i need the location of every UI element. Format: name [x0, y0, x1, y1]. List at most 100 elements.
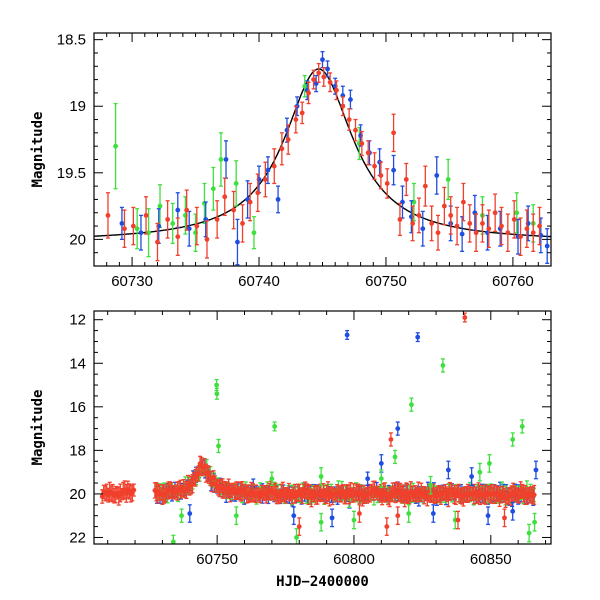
- green-outlier-point: [179, 508, 184, 523]
- red-data-point: [403, 162, 409, 197]
- red-data-point: [240, 204, 245, 243]
- red-data-point: [105, 192, 111, 239]
- red-data-point: [422, 165, 428, 207]
- red-outlier-point: [395, 506, 401, 526]
- x-axis-label: HJD−2400000: [276, 574, 369, 590]
- red-data-point: [155, 222, 160, 262]
- blue-data-point: [138, 214, 144, 251]
- green-outlier-point: [392, 449, 398, 465]
- green-outlier-point: [272, 421, 278, 432]
- green-data-point: [251, 216, 257, 250]
- red-data-point: [184, 189, 190, 231]
- blue-outlier-point: [187, 504, 193, 523]
- green-data-point: [302, 74, 308, 98]
- x-tick-label: 60730: [111, 273, 153, 290]
- green-outlier-point: [428, 475, 433, 495]
- red-data-point: [340, 96, 346, 117]
- red-data-point: [454, 206, 460, 246]
- red-data-point: [299, 101, 305, 125]
- red-data-point: [123, 483, 129, 503]
- blue-outlier-point: [469, 467, 475, 486]
- red-data-point: [524, 209, 530, 249]
- red-data-point: [327, 72, 333, 93]
- blue-data-point: [459, 216, 465, 253]
- red-data-point: [279, 132, 285, 166]
- red-data-point: [467, 204, 473, 243]
- red-data-point: [214, 200, 220, 239]
- green-outlier-point: [510, 432, 516, 447]
- x-tick-label: 60800: [333, 551, 375, 568]
- plot-area: [99, 312, 539, 544]
- green-data-point: [113, 102, 118, 190]
- blue-data-point: [320, 50, 325, 69]
- y-tick-label: 16: [69, 399, 86, 416]
- red-outlier-point: [388, 432, 394, 447]
- y-tick-label: 20: [69, 486, 86, 503]
- x-tick-label: 60750: [196, 551, 238, 568]
- blue-outlier-point: [430, 504, 436, 523]
- red-data-point: [461, 182, 466, 222]
- red-data-point: [262, 161, 268, 198]
- red-data-point: [473, 213, 479, 253]
- green-outlier-point: [351, 510, 357, 530]
- red-data-point: [384, 168, 390, 199]
- red-data-point: [480, 204, 485, 243]
- green-outlier-point: [477, 462, 483, 482]
- red-data-point: [165, 200, 171, 239]
- red-data-point: [531, 484, 537, 505]
- axes-frame: [93, 310, 552, 545]
- blue-outlier-point: [344, 329, 350, 340]
- red-data-point: [311, 69, 317, 90]
- green-outlier-point: [409, 397, 414, 412]
- red-data-point: [285, 124, 291, 155]
- green-outlier-point: [440, 358, 446, 373]
- red-data-point: [247, 182, 253, 222]
- y-tick-label: 20: [69, 231, 86, 248]
- y-tick-label: 22: [69, 529, 86, 546]
- y-tick-label: 19.5: [57, 165, 86, 182]
- blue-outlier-point: [291, 506, 297, 526]
- red-data-point: [321, 66, 327, 87]
- y-tick-label: 14: [69, 355, 86, 372]
- blue-data-point: [400, 185, 405, 219]
- red-data-point: [505, 213, 511, 253]
- green-data-point: [170, 202, 176, 245]
- green-outlier-point: [269, 471, 275, 486]
- blue-outlier-point: [485, 506, 491, 526]
- green-outlier-point: [170, 534, 176, 544]
- blue-data-point: [265, 156, 271, 185]
- y-tick-label: 18.5: [57, 32, 86, 49]
- blue-data-point: [186, 210, 192, 247]
- green-data-point: [218, 132, 224, 187]
- y-axis-label: Magnitude: [30, 112, 46, 188]
- red-data-point: [194, 206, 200, 246]
- red-data-point: [204, 220, 210, 259]
- red-data-point: [448, 196, 454, 235]
- x-tick-label: 60740: [238, 273, 280, 290]
- blue-outlier-point: [365, 471, 371, 486]
- blue-data-point: [223, 140, 229, 179]
- red-data-point: [511, 200, 517, 239]
- red-data-point: [537, 206, 542, 246]
- red-data-point: [378, 161, 384, 190]
- x-tick-label: 60760: [492, 273, 534, 290]
- green-outlier-point: [233, 506, 239, 526]
- red-data-point: [271, 148, 277, 185]
- red-data-point: [130, 206, 136, 246]
- red-data-point: [499, 206, 504, 246]
- red-data-point: [306, 81, 311, 105]
- red-data-point: [122, 209, 127, 249]
- plot-area: [94, 50, 551, 266]
- green-outlier-point: [406, 504, 412, 523]
- red-data-point: [231, 190, 237, 230]
- red-data-point: [435, 214, 441, 251]
- y-tick-label: 18: [69, 442, 86, 459]
- red-data-point: [518, 217, 523, 256]
- green-data-point: [233, 160, 239, 207]
- blue-data-point: [235, 218, 240, 266]
- green-outlier-point: [487, 454, 492, 473]
- blue-data-point: [391, 154, 396, 186]
- blue-data-point: [325, 60, 330, 78]
- blue-data-point: [434, 156, 440, 195]
- blue-data-point: [245, 180, 251, 219]
